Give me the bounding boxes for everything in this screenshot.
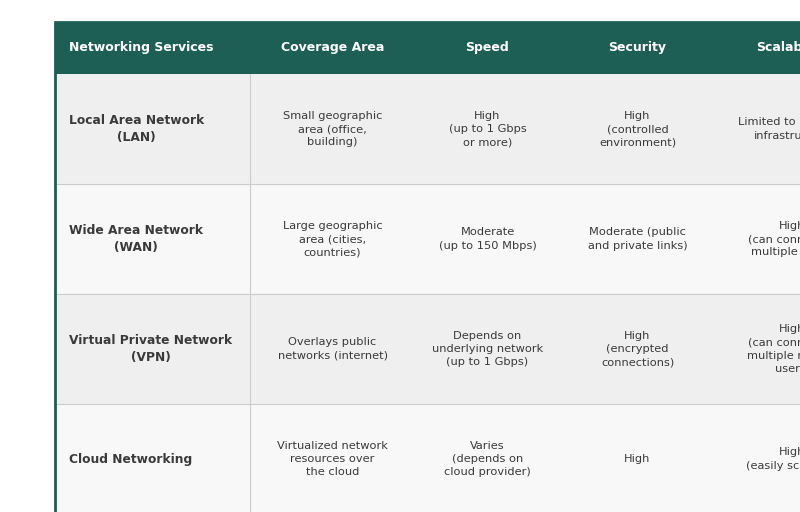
Text: Moderate
(up to 150 Mbps): Moderate (up to 150 Mbps) xyxy=(438,227,536,250)
Text: Scalability: Scalability xyxy=(756,41,800,54)
Text: High
(easily scalable): High (easily scalable) xyxy=(746,447,800,471)
Text: Depends on
underlying network
(up to 1 Gbps): Depends on underlying network (up to 1 G… xyxy=(432,331,543,367)
Text: Virtual Private Network
(VPN): Virtual Private Network (VPN) xyxy=(69,334,232,364)
Text: Wide Area Network
(WAN): Wide Area Network (WAN) xyxy=(69,224,203,254)
Text: Virtualized network
resources over
the cloud: Virtualized network resources over the c… xyxy=(277,441,388,477)
Text: Large geographic
area (cities,
countries): Large geographic area (cities, countries… xyxy=(282,221,382,257)
Text: Limited to physical
infrastructure: Limited to physical infrastructure xyxy=(738,117,800,141)
Text: Security: Security xyxy=(609,41,666,54)
Text: High
(controlled
environment): High (controlled environment) xyxy=(599,111,676,147)
Text: Networking Services: Networking Services xyxy=(69,41,214,54)
Text: Varies
(depends on
cloud provider): Varies (depends on cloud provider) xyxy=(444,441,531,477)
Text: High
(up to 1 Gbps
or more): High (up to 1 Gbps or more) xyxy=(449,111,526,147)
Text: Small geographic
area (office,
building): Small geographic area (office, building) xyxy=(283,111,382,147)
Text: Cloud Networking: Cloud Networking xyxy=(69,453,192,465)
Text: High
(can connect to
multiple LANs): High (can connect to multiple LANs) xyxy=(748,221,800,257)
Bar xyxy=(55,184,800,294)
Text: Moderate (public
and private links): Moderate (public and private links) xyxy=(588,227,687,250)
Bar xyxy=(55,74,800,184)
Bar xyxy=(55,22,800,74)
Text: High: High xyxy=(624,454,650,464)
Text: High
(encrypted
connections): High (encrypted connections) xyxy=(601,331,674,367)
Text: Local Area Network
(LAN): Local Area Network (LAN) xyxy=(69,114,204,144)
Text: Coverage Area: Coverage Area xyxy=(281,41,384,54)
Bar xyxy=(55,404,800,512)
Bar xyxy=(55,294,800,404)
Text: Overlays public
networks (internet): Overlays public networks (internet) xyxy=(278,337,387,360)
Text: Speed: Speed xyxy=(466,41,510,54)
Text: High
(can connect to
multiple remote
users): High (can connect to multiple remote use… xyxy=(747,324,800,374)
